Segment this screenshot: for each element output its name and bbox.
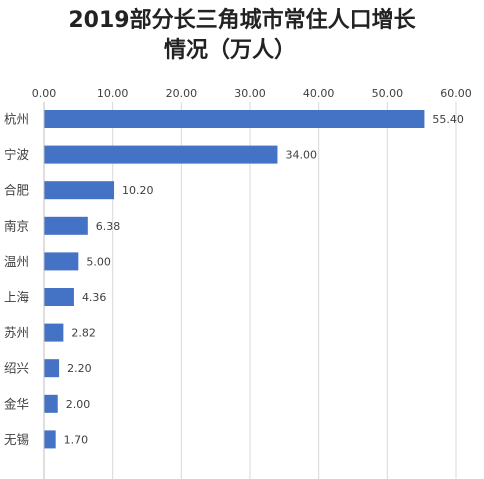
data-label: 34.00 bbox=[285, 149, 317, 162]
bar bbox=[44, 394, 58, 413]
bar bbox=[44, 181, 115, 200]
bar bbox=[44, 216, 88, 235]
x-tick-label: 40.00 bbox=[303, 87, 335, 100]
data-label: 1.70 bbox=[64, 433, 89, 446]
x-tick-label: 0.00 bbox=[32, 87, 57, 100]
data-label: 10.20 bbox=[122, 184, 154, 197]
chart-title-line-2: 情况（万人） bbox=[163, 38, 296, 63]
chart-title: 2019部分长三角城市常住人口增长 情况（万人） bbox=[0, 6, 484, 66]
category-label: 宁波 bbox=[4, 147, 30, 162]
category-label: 合肥 bbox=[4, 183, 30, 198]
chart-title-line-1: 2019部分长三角城市常住人口增长 bbox=[68, 8, 416, 33]
bar bbox=[44, 145, 278, 164]
category-label: 苏州 bbox=[4, 325, 29, 340]
category-label: 金华 bbox=[4, 396, 29, 411]
category-label: 南京 bbox=[4, 218, 29, 233]
bar bbox=[44, 110, 425, 128]
data-label: 4.36 bbox=[82, 291, 107, 304]
data-label: 2.82 bbox=[71, 327, 96, 340]
x-tick-label: 30.00 bbox=[234, 87, 266, 100]
bar bbox=[44, 288, 74, 306]
data-label: 55.40 bbox=[432, 113, 464, 126]
data-label: 2.20 bbox=[67, 362, 92, 375]
bar bbox=[44, 359, 60, 378]
bar bbox=[44, 252, 79, 271]
category-label: 温州 bbox=[4, 254, 29, 269]
x-tick-label: 10.00 bbox=[97, 87, 129, 100]
data-label: 5.00 bbox=[86, 255, 111, 268]
bar bbox=[44, 323, 64, 342]
bar bbox=[44, 430, 56, 449]
category-label: 杭州 bbox=[4, 112, 29, 127]
category-label: 无锡 bbox=[4, 432, 29, 447]
x-tick-label: 50.00 bbox=[372, 87, 404, 100]
x-tick-label: 20.00 bbox=[166, 87, 198, 100]
x-tick-label: 60.00 bbox=[440, 87, 472, 100]
data-label: 6.38 bbox=[96, 220, 121, 233]
category-label: 上海 bbox=[4, 290, 30, 305]
data-label: 2.00 bbox=[66, 398, 91, 411]
category-label: 绍兴 bbox=[4, 361, 29, 376]
